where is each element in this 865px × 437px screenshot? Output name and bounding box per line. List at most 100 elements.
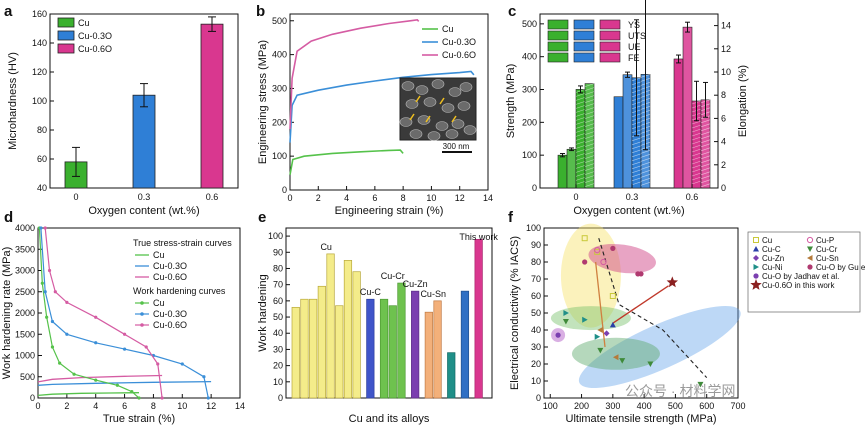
legend-marker (807, 255, 813, 261)
legend-label: Cu-C (762, 245, 781, 254)
bar-hatch (640, 170, 651, 174)
inset-dimple (459, 82, 473, 92)
bar-hatch (575, 137, 586, 141)
panel-a: a 40 60 80 100 120 140 160 0 0.3 0.6 Cu Cu-0.3O Cu-0.… (4, 3, 239, 217)
bar-hatch (631, 153, 642, 158)
y-tick-label: 40 (531, 325, 541, 335)
bar-hatch (575, 169, 586, 173)
bar-hatch (631, 141, 642, 146)
bar-hatch (575, 157, 586, 161)
legend-marker (807, 246, 813, 252)
legend-swatch (573, 52, 595, 63)
inset-dimple (423, 97, 437, 107)
point-Cu-Sn (612, 354, 619, 361)
wh-marker (156, 362, 160, 366)
x-tick-label: 12 (206, 401, 216, 411)
y-tick-label: 100 (32, 96, 47, 106)
y-tick-label: 0 (282, 185, 287, 195)
panel-letter: a (4, 3, 13, 20)
bar-Cu-Cr (388, 305, 397, 399)
y2-axis-label: Elongation (%) (737, 65, 749, 137)
legend-label: Cu (762, 236, 772, 245)
x-axis-label: Cu and its alloys (349, 413, 430, 425)
inset-dimple (415, 85, 429, 95)
bar-hatch (691, 168, 702, 173)
legend-swatch (547, 41, 569, 52)
x-tick-label: 6 (122, 401, 127, 411)
bar-hatch (700, 119, 711, 124)
bar-hatch (631, 157, 642, 162)
group-label: Cu-Sn (420, 289, 446, 299)
point-Cu-O by Gu et al. (638, 271, 644, 277)
legend-label: Cu-0.3O (442, 37, 476, 47)
wh-marker (65, 332, 69, 336)
bar-Cu (317, 285, 326, 399)
bar-hatch (631, 177, 642, 182)
y-tick-label: 0 (532, 183, 537, 193)
wh-marker (43, 290, 47, 294)
group-label: Cu (320, 242, 332, 252)
y2-tick-label: 6 (721, 113, 726, 123)
y2-tick-label: 10 (721, 67, 731, 77)
bar-hatch (691, 132, 702, 137)
bar-hatch (700, 151, 711, 156)
legend-label: Cu-0.6O in this work (762, 281, 835, 290)
bar-hatch (575, 145, 586, 149)
bar-hatch (691, 152, 702, 157)
x-tick-label: 100 (543, 401, 558, 411)
panel-letter: f (508, 209, 514, 226)
bar-hatch (575, 177, 586, 181)
y-tick-label: 120 (32, 67, 47, 77)
bar-hatch (584, 139, 595, 143)
bar-hatch (691, 140, 702, 145)
bar-hatch (691, 124, 702, 129)
inset-dimple (417, 115, 431, 125)
bar-Cu-Sn (433, 300, 442, 399)
y-axis-label: Engineering stress (MPa) (257, 40, 269, 164)
curve-Cu-0.3O (289, 70, 475, 143)
x-tick-label: 4 (93, 401, 98, 411)
bar-hatch (700, 179, 711, 184)
x-tick-label: 8 (401, 193, 406, 203)
x-tick-label: 14 (235, 401, 245, 411)
bar-hatch (691, 176, 702, 181)
plot-frame (37, 227, 241, 399)
point-Cu-O by Gu et al. (582, 259, 588, 265)
legend-swatch (573, 19, 595, 30)
inset-arrow (425, 115, 431, 123)
bar-Cu (291, 306, 300, 399)
bar-hatch (575, 109, 586, 113)
legend-swatch (573, 41, 595, 52)
y2-tick-label: 0 (721, 183, 726, 193)
bar-hatch (640, 162, 651, 166)
x-tick-label: 0 (73, 192, 78, 202)
bar-hatch (575, 133, 586, 137)
x-axis-label: Oxygen content (wt.%) (88, 205, 199, 217)
inset-dimple (399, 117, 413, 127)
bar-hatch (631, 145, 642, 150)
legend-marker (753, 246, 759, 252)
bar-hatch (691, 144, 702, 149)
bar-Cu (326, 253, 335, 399)
bar-Cu-C (366, 298, 375, 399)
x-tick-label: 10 (426, 193, 436, 203)
x-tick-label: 8 (151, 401, 156, 411)
bar-hatch (584, 167, 595, 171)
y-tick-label: 100 (522, 150, 537, 160)
x-tick-label: 600 (699, 401, 714, 411)
bar-This work (474, 238, 483, 399)
bar-hatch (575, 125, 586, 129)
inset-dimple (401, 81, 415, 91)
point-Cu-P (600, 258, 607, 266)
bar-hatch (691, 148, 702, 153)
point-Cu-Cr (597, 347, 604, 354)
point-Cu-Cr (647, 361, 654, 367)
point-Cu-Ni (594, 333, 601, 340)
legend-marker (753, 255, 759, 261)
trend-arrow (594, 261, 606, 348)
wh-marker (122, 347, 127, 351)
group-label: Cu-Cr (381, 271, 405, 281)
bar-hatch (691, 164, 702, 169)
bar-hatch (640, 178, 651, 182)
